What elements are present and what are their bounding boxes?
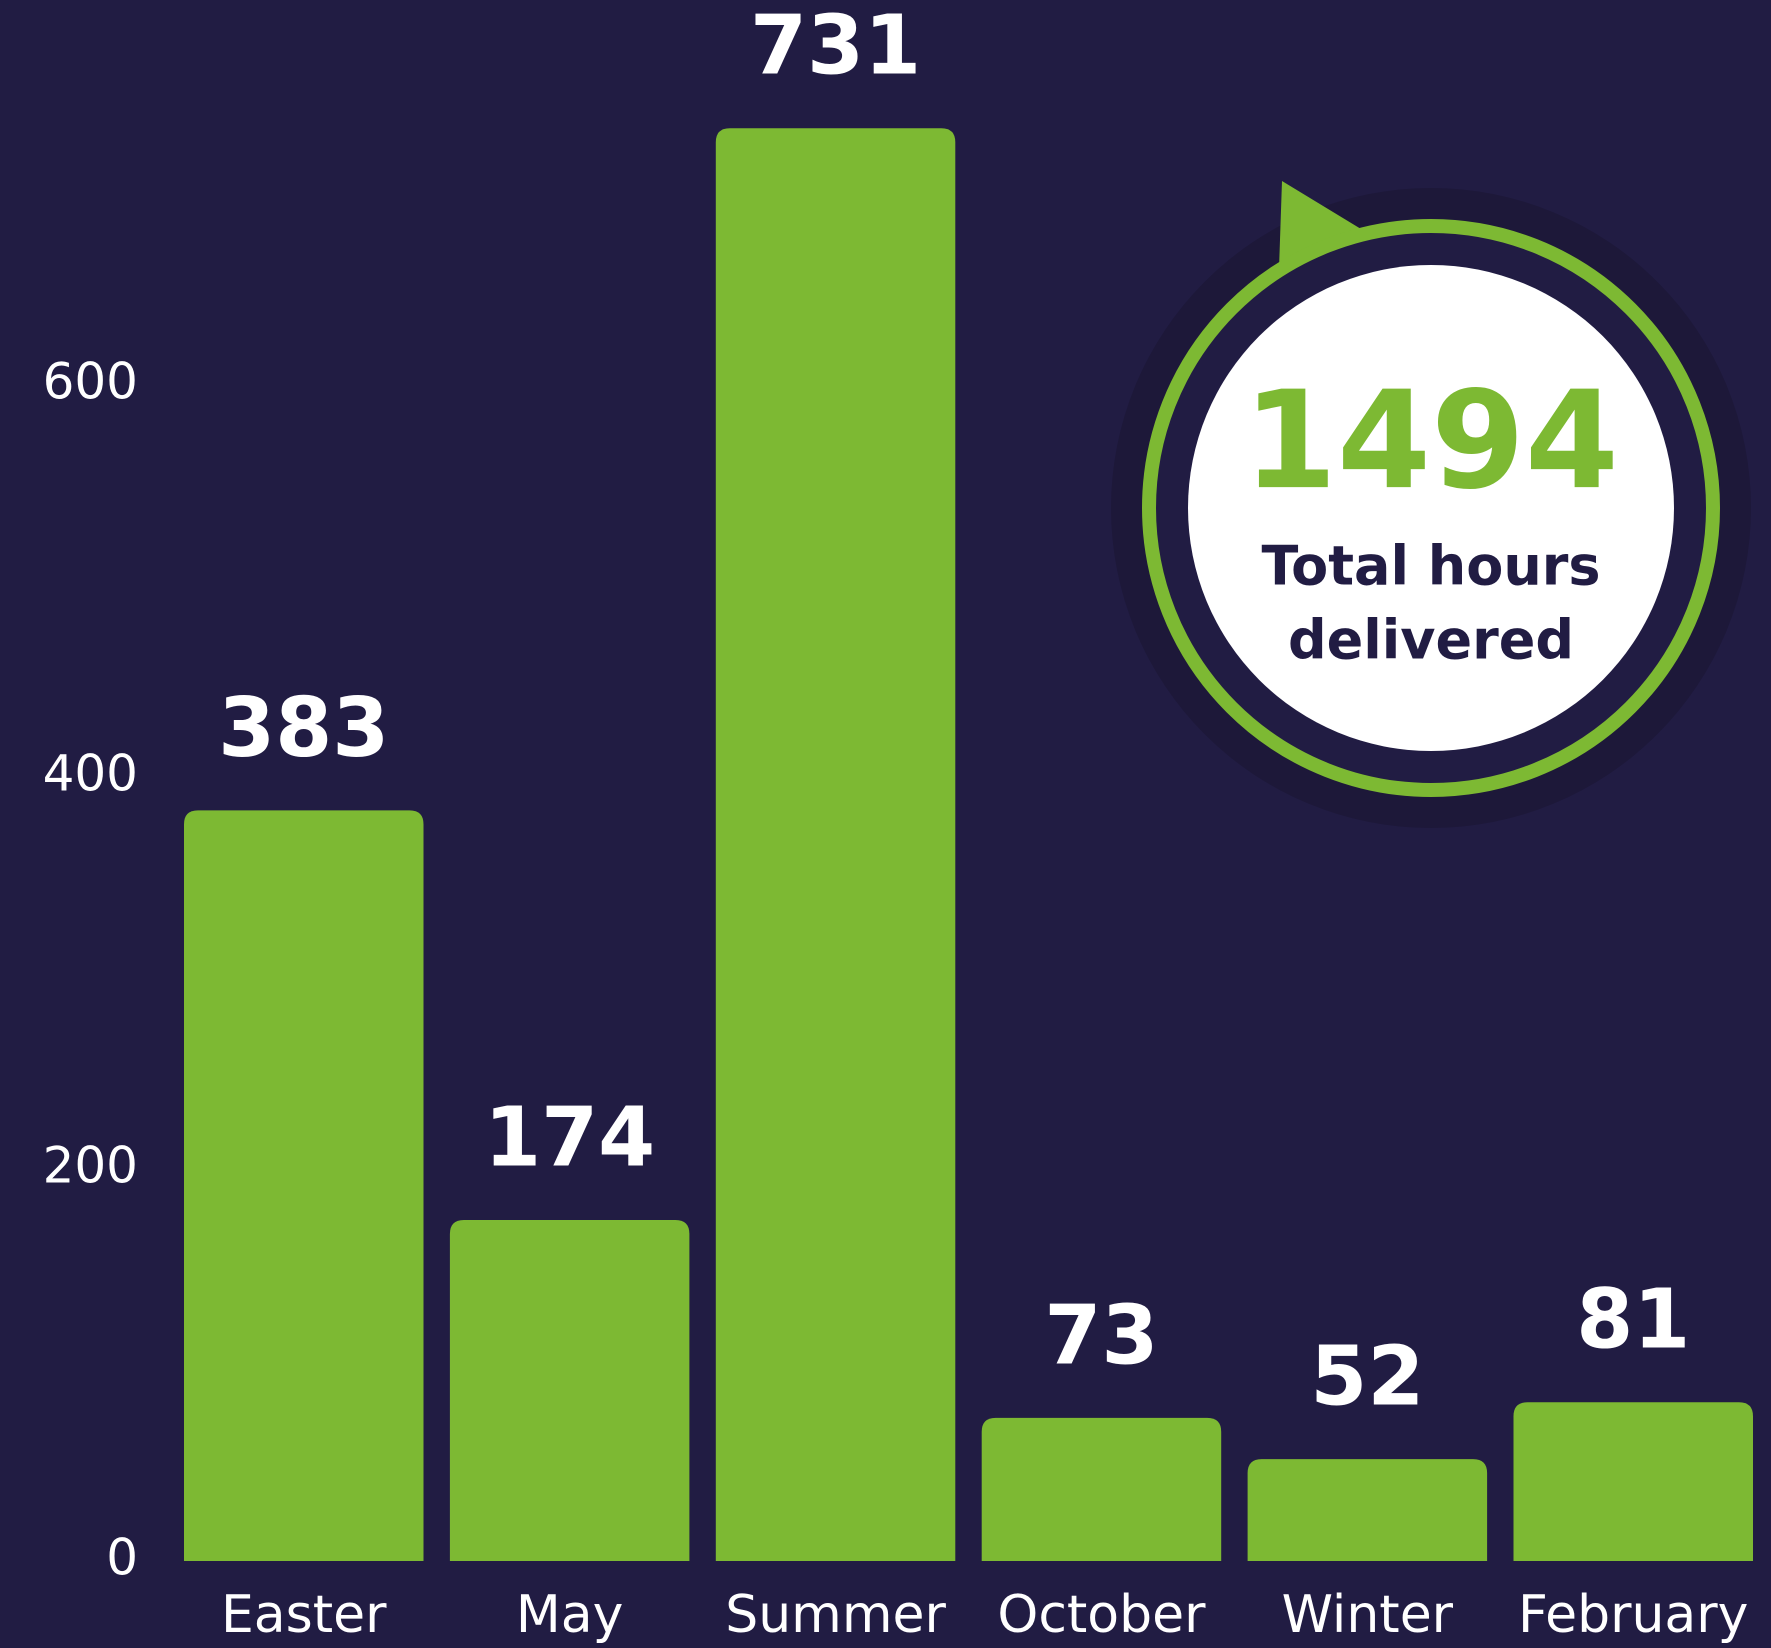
value-label: 383: [218, 681, 389, 776]
callout-label: delivered: [1288, 609, 1574, 672]
x-tick-label: February: [1518, 1585, 1748, 1645]
bar: [715, 128, 956, 1562]
callout-pointer: [1279, 181, 1361, 269]
callout-label: Total hours: [1261, 535, 1600, 598]
x-tick-label: Easter: [221, 1585, 387, 1645]
value-label: 174: [484, 1090, 655, 1185]
value-label: 731: [750, 0, 921, 94]
y-tick-label: 600: [43, 353, 138, 411]
bar: [184, 810, 424, 1561]
bar: [981, 1417, 1222, 1561]
bar: [449, 1219, 690, 1561]
value-label: 52: [1310, 1330, 1424, 1425]
y-tick-label: 200: [43, 1137, 138, 1195]
bar: [1247, 1459, 1488, 1561]
value-label: 73: [1044, 1288, 1158, 1383]
value-label: 81: [1576, 1273, 1690, 1368]
y-tick-label: 400: [43, 745, 138, 803]
y-tick-label: 0: [106, 1529, 138, 1587]
callout: 1494 Total hours delivered: [1111, 181, 1751, 828]
x-tick-label: October: [997, 1585, 1206, 1645]
callout-disc: [1188, 265, 1674, 751]
x-tick-label: Winter: [1282, 1585, 1454, 1645]
x-tick-label: Summer: [725, 1585, 946, 1645]
bar: [1513, 1402, 1753, 1561]
callout-value: 1494: [1243, 362, 1619, 519]
x-tick-label: May: [516, 1585, 624, 1645]
